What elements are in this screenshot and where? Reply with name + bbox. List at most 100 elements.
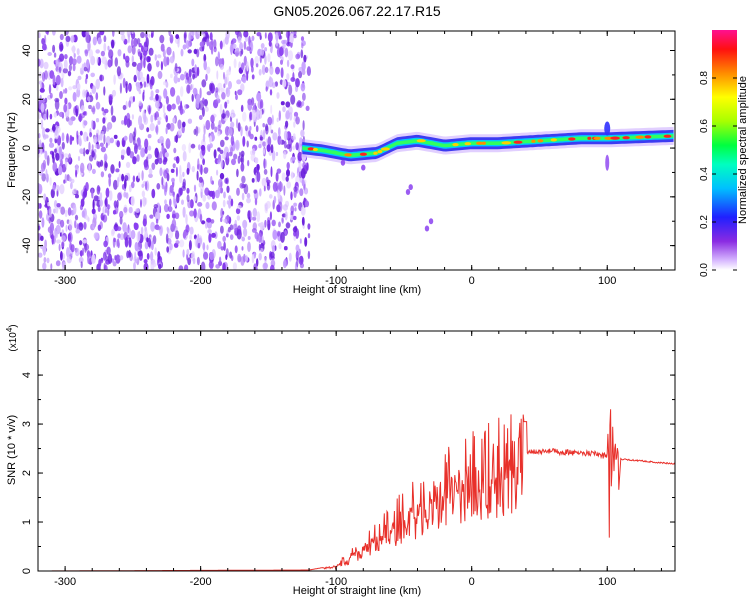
noise-speck [169, 56, 175, 64]
noise-speck [181, 185, 187, 191]
noise-speck [290, 171, 294, 180]
noise-speck [219, 40, 223, 50]
noise-speck [155, 125, 159, 133]
noise-speck [284, 229, 287, 237]
colorbar-label: Normalized spectral amplitude [737, 76, 749, 224]
noise-speck [200, 261, 206, 270]
noise-speck [251, 66, 254, 73]
noise-speck [164, 185, 168, 193]
noise-speck [74, 247, 80, 257]
noise-speck [222, 199, 226, 208]
noise-speck [189, 210, 195, 217]
noise-speck [80, 105, 85, 113]
noise-speck [66, 247, 70, 258]
noise-speck [169, 34, 174, 44]
noise-speck [134, 241, 139, 252]
noise-speck [116, 199, 119, 208]
noise-speck [150, 32, 154, 38]
noise-speck [151, 188, 156, 199]
noise-speck [64, 54, 68, 60]
noise-speck [41, 173, 46, 182]
noise-speck [171, 103, 176, 110]
noise-speck [301, 178, 305, 187]
noise-speck [111, 228, 115, 235]
noise-speck [197, 158, 200, 169]
noise-speck [126, 227, 129, 235]
noise-speck [48, 84, 52, 95]
noise-speck [300, 129, 305, 138]
noise-speck [251, 35, 255, 41]
noise-speck [267, 136, 272, 147]
ridge-core [302, 134, 674, 158]
noise-speck [84, 77, 88, 85]
noise-speck [99, 142, 104, 147]
ridge-peak [622, 136, 630, 140]
noise-speck [263, 185, 266, 192]
noise-speck [267, 116, 273, 126]
noise-speck [143, 259, 148, 264]
noise-speck [116, 66, 121, 77]
noise-speck [71, 58, 77, 66]
noise-speck [43, 113, 47, 121]
noise-speck [298, 248, 301, 256]
noise-speck [59, 33, 64, 41]
noise-speck [298, 66, 304, 73]
noise-speck [288, 50, 293, 61]
noise-speck [127, 45, 132, 54]
noise-speck [182, 171, 185, 178]
ridge-peak [312, 147, 318, 152]
noise-speck [141, 183, 145, 188]
noise-speck [208, 233, 212, 243]
noise-speck [242, 74, 247, 84]
noise-speck [205, 220, 208, 229]
noise-speck [167, 206, 173, 212]
noise-speck [138, 100, 142, 107]
noise-speck [150, 240, 154, 251]
noise-speck [175, 240, 180, 245]
noise-speck [72, 189, 75, 196]
noise-speck [178, 265, 184, 270]
noise-speck [299, 188, 304, 197]
noise-speck [263, 158, 266, 170]
snr-panel: -300 -200 -100 0 100 0 1 2 3 4 Height of straigh… [5, 324, 676, 597]
noise-speck [118, 173, 122, 182]
noise-speck [80, 198, 85, 207]
noise-speck [222, 262, 226, 270]
noise-speck [64, 158, 68, 168]
ridge-peak [377, 150, 383, 154]
noise-speck [205, 119, 211, 131]
noise-speck [66, 255, 72, 264]
noise-speck [232, 43, 237, 49]
noise-speck [122, 222, 127, 233]
ridge-peak [481, 141, 486, 145]
noise-speck [287, 138, 293, 147]
ridge-spike [605, 154, 610, 171]
noise-speck [131, 45, 136, 55]
noise-speck [108, 176, 111, 187]
noise-speck [209, 135, 212, 143]
ridge-peak [501, 141, 512, 145]
noise-speck [233, 153, 238, 160]
noise-speck [142, 218, 147, 227]
noise-speck [161, 176, 164, 186]
noise-speck [297, 100, 302, 107]
noise-speck [68, 219, 73, 231]
noise-speck [211, 232, 216, 238]
noise-speck [78, 256, 84, 264]
noise-speck [128, 206, 133, 214]
noise-speck [213, 149, 217, 159]
noise-speck [208, 260, 214, 269]
noise-speck [269, 89, 273, 96]
noise-speck [246, 61, 249, 72]
noise-speck [302, 92, 306, 101]
noise-speck [303, 187, 309, 195]
noise-speck [96, 56, 99, 64]
noise-speck [72, 91, 77, 102]
noise-speck [76, 190, 79, 196]
noise-speck [187, 118, 193, 124]
noise-speck [307, 233, 311, 239]
noise-speck [262, 141, 266, 147]
noise-speck [75, 108, 79, 117]
noise-speck [223, 71, 225, 80]
noise-speck [51, 151, 55, 160]
